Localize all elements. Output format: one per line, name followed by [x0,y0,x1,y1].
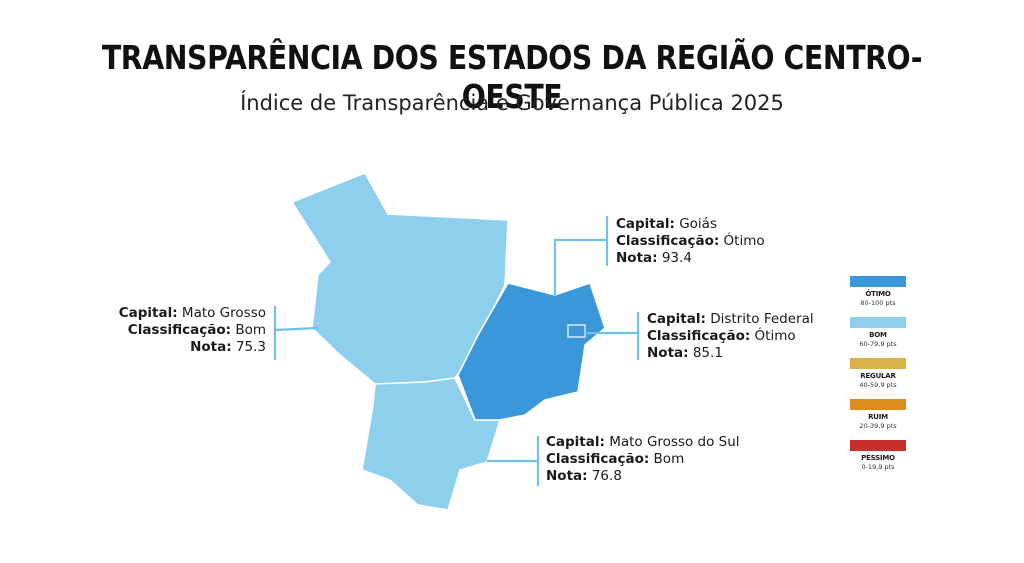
legend-item-otimo: ÓTIMO 80-100 pts [848,276,908,307]
classification-label: Classificação: [616,233,720,249]
capital-label: Capital: [616,216,675,232]
leader-lines [273,216,640,486]
capital-label: Capital: [546,434,605,450]
legend-item-ruim: RUIM 20-39,9 pts [848,399,908,430]
state-shape-goias[interactable] [457,282,606,421]
legend-range: 80-100 pts [860,299,896,307]
capital-value: Mato Grosso do Sul [609,434,740,450]
leader-line-goias [553,238,607,295]
info-mato-grosso-do-sul: Capital: Mato Grosso do Sul Classificaçã… [546,434,740,485]
page-title: TRANSPARÊNCIA DOS ESTADOS DA REGIÃO CENT… [101,38,923,116]
capital-value: Goiás [679,216,717,232]
classification-label: Classificação: [127,322,232,338]
classification-value: Ótimo [754,328,796,344]
legend-item-pessimo: PÉSSIMO 0-19,9 pts [848,440,908,471]
legend-item-bom: BOM 60-79,9 pts [848,317,908,348]
legend-label: REGULAR [860,372,896,380]
legend-swatch [850,358,906,369]
score-value: 76.8 [591,468,622,484]
state-shape-distrito-federal[interactable] [567,324,586,338]
classification-value: Bom [653,451,685,467]
classification-value: Bom [235,322,266,338]
score-label: Nota: [616,250,658,266]
info-mato-grosso: Capital: Mato Grosso Classificação: Bom … [100,305,266,356]
legend-swatch [850,276,906,287]
score-label: Nota: [546,468,588,484]
legend-label: BOM [869,331,887,339]
score-value: 75.3 [235,339,266,355]
legend-swatch [850,440,906,451]
legend-swatch [850,317,906,328]
info-distrito-federal: Capital: Distrito Federal Classificação:… [647,311,814,362]
state-shape-mato-grosso-do-sul[interactable] [361,377,502,511]
capital-value: Mato Grosso [181,305,266,321]
info-goias: Capital: Goiás Classificação: Ótimo Nota… [616,216,765,267]
capital-label: Capital: [118,305,178,321]
leader-line-mato-grosso-h [274,326,319,332]
classification-value: Ótimo [723,233,765,249]
capital-value: Distrito Federal [710,311,814,327]
legend-swatch [850,399,906,410]
legend-label: RUIM [868,413,888,421]
score-value: 85.1 [692,345,723,361]
legend-range: 60-79,9 pts [859,340,897,348]
score-value: 93.4 [661,250,692,266]
legend-label: ÓTIMO [865,290,891,298]
classification-label: Classificação: [647,328,751,344]
legend-item-regular: REGULAR 40-59,9 pts [848,358,908,389]
legend-range: 0-19,9 pts [861,463,895,471]
score-label: Nota: [190,339,232,355]
capital-label: Capital: [647,311,706,327]
legend-range: 20-39,9 pts [859,422,897,430]
page-subtitle: Índice de Transparência e Governança Púb… [240,91,784,115]
legend-range: 40-59,9 pts [859,381,897,389]
classification-label: Classificação: [546,451,650,467]
score-label: Nota: [647,345,689,361]
legend-label: PÉSSIMO [861,454,895,462]
